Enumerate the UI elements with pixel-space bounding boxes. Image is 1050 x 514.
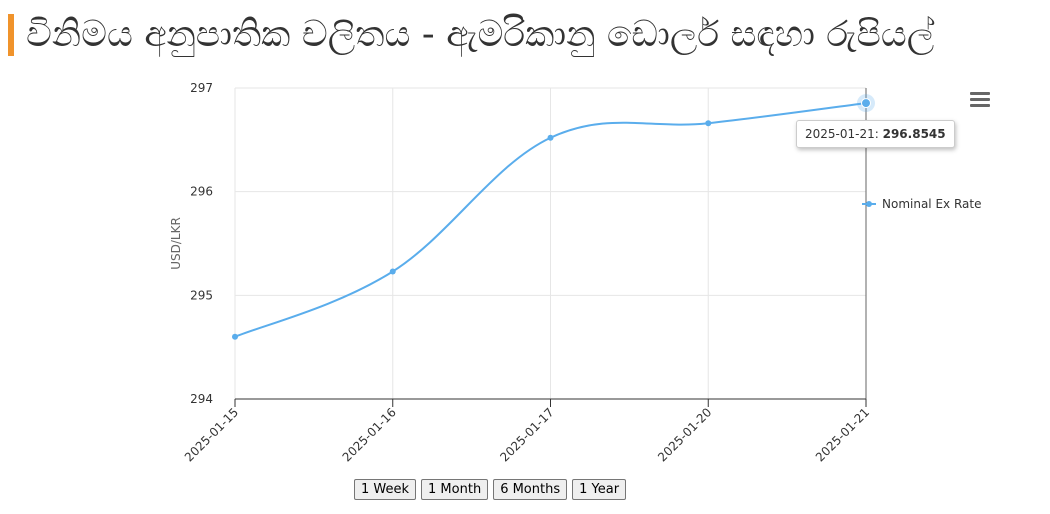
title-accent-bar <box>8 14 14 56</box>
legend-marker <box>866 201 872 207</box>
chart-menu-icon[interactable] <box>970 92 990 108</box>
data-point <box>547 134 554 141</box>
range-button-group: 1 Week 1 Month 6 Months 1 Year <box>354 479 627 500</box>
chart-tooltip: 2025-01-21: 296.8545 <box>796 120 955 148</box>
series-line <box>234 102 867 338</box>
range-button-6-months[interactable]: 6 Months <box>493 479 568 500</box>
y-tick-label: 295 <box>190 288 213 302</box>
range-button-1-month[interactable]: 1 Month <box>421 479 489 500</box>
x-tick-label: 2025-01-20 <box>655 405 714 464</box>
page-title: විනිමය අනුපාතික චලිතය - ඇමරිකානු ඩොලර් ස… <box>26 14 935 55</box>
x-tick-label: 2025-01-21 <box>813 405 872 464</box>
range-button-1-week[interactable]: 1 Week <box>354 479 417 500</box>
data-point <box>389 268 396 275</box>
x-tick-label: 2025-01-17 <box>497 405 556 464</box>
data-point-highlighted <box>861 98 871 109</box>
x-tick-label: 2025-01-15 <box>182 405 241 464</box>
data-point <box>232 333 238 340</box>
y-axis-title: USD/LKR <box>169 217 183 270</box>
y-tick-label: 294 <box>190 392 213 406</box>
exchange-rate-chart: 294 295 296 297 2025-01-15 2025-01-16 2025-01-… <box>169 81 981 464</box>
y-tick-label: 296 <box>190 185 213 199</box>
x-tick-label: 2025-01-16 <box>340 405 399 464</box>
legend-label: Nominal Ex Rate <box>882 197 981 211</box>
tooltip-date: 2025-01-21 <box>805 127 875 141</box>
tooltip-separator: : <box>874 127 883 141</box>
data-point <box>705 120 712 127</box>
y-tick-label: 297 <box>190 81 213 95</box>
range-button-1-year[interactable]: 1 Year <box>572 479 627 500</box>
tooltip-value: 296.8545 <box>882 127 946 141</box>
